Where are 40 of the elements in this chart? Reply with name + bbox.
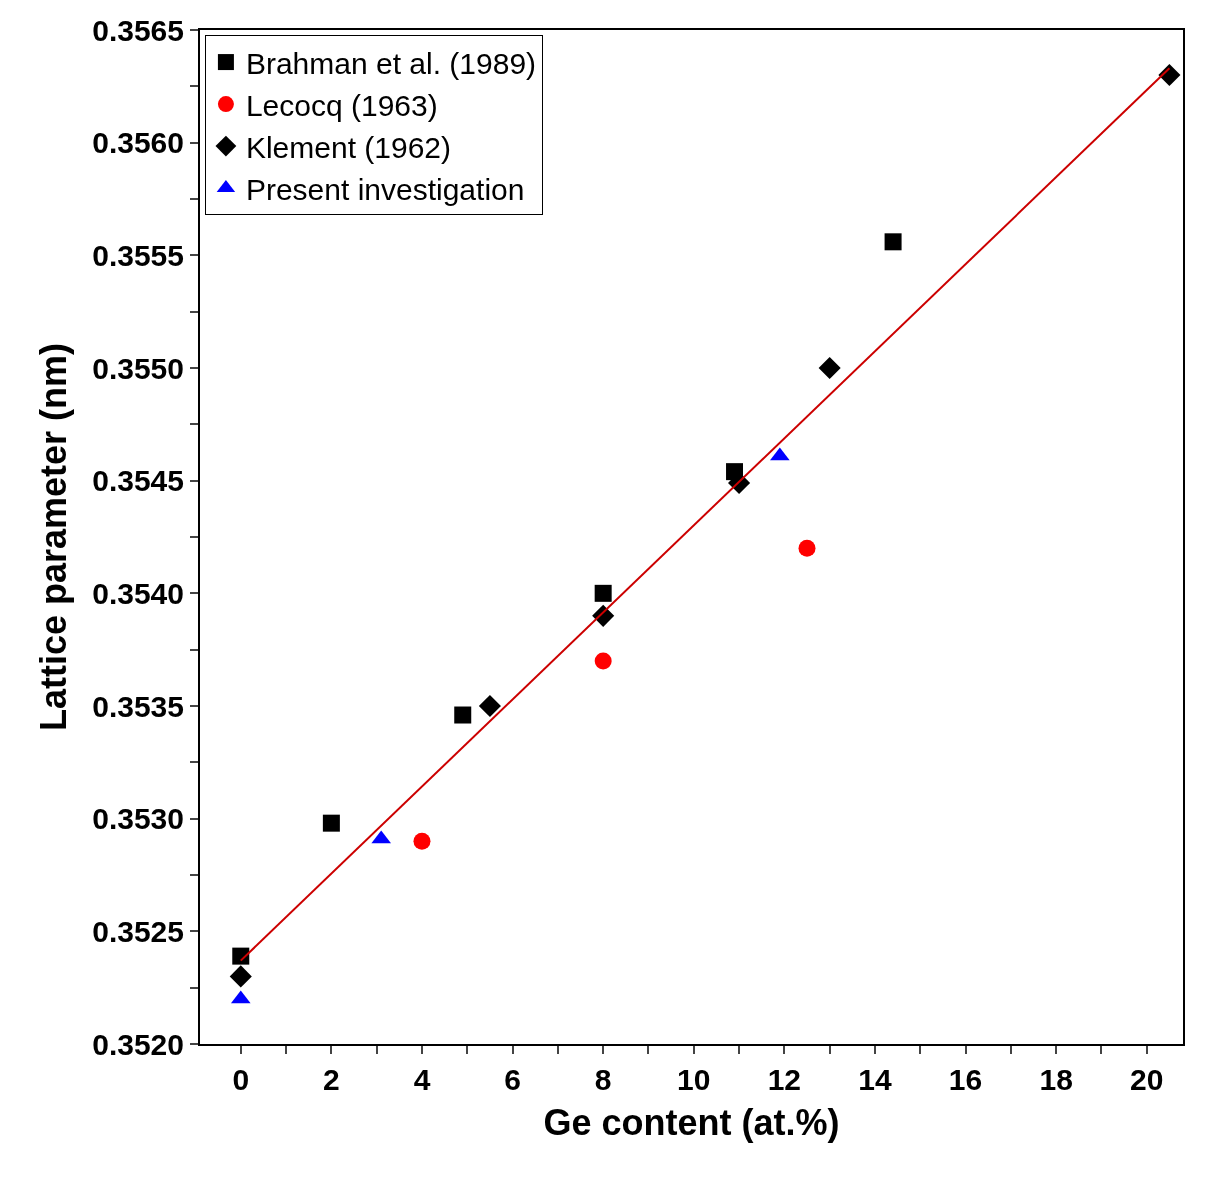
point	[413, 832, 431, 850]
x-axis-title: Ge content (at.%)	[543, 1102, 840, 1144]
x-tick-label: 16	[948, 1063, 983, 1096]
y-tick-label: 0.3540	[92, 576, 184, 610]
x-tick-label: 10	[677, 1063, 711, 1096]
x-tick-label: 6	[504, 1063, 521, 1096]
x-tick-label: 0	[232, 1063, 250, 1096]
point	[770, 447, 790, 461]
y-tick-label: 0.3530	[92, 802, 184, 836]
y-tick-label: 0.3520	[92, 1027, 184, 1061]
y-axis-title: Lattice parameter (nm)	[32, 342, 74, 732]
point	[478, 694, 501, 718]
x-tick-label: 8	[594, 1063, 612, 1096]
point	[884, 233, 902, 251]
point	[1158, 64, 1181, 87]
x-tick-label: 20	[1130, 1063, 1164, 1096]
x-tick-label: 14	[858, 1063, 892, 1096]
x-tick-label: 12	[767, 1063, 802, 1096]
y-tick-label: 0.3535	[92, 689, 184, 723]
point	[229, 965, 252, 988]
y-tick-label: 0.3565	[92, 13, 184, 47]
x-tick-label: 18	[1039, 1063, 1073, 1096]
x-tick-label: 2	[323, 1063, 340, 1096]
point	[594, 652, 612, 670]
y-tick-label: 0.3555	[92, 238, 184, 272]
point	[798, 539, 816, 557]
legend-label: Klement (1962)	[245, 130, 452, 164]
point	[232, 947, 250, 965]
point	[322, 814, 340, 832]
legend-label: Brahman et al. (1989)	[245, 46, 537, 80]
y-tick-label: 0.3560	[92, 126, 184, 160]
legend-label: Lecocq (1963)	[245, 88, 438, 122]
legend-label: Present investigation	[245, 172, 525, 206]
y-tick-label: 0.3550	[92, 351, 184, 385]
point	[818, 356, 841, 380]
point	[454, 706, 472, 724]
x-tick-label: 4	[413, 1063, 431, 1096]
y-tick-label: 0.3545	[92, 464, 184, 498]
y-tick-label: 0.3525	[92, 914, 184, 948]
point	[594, 584, 612, 602]
